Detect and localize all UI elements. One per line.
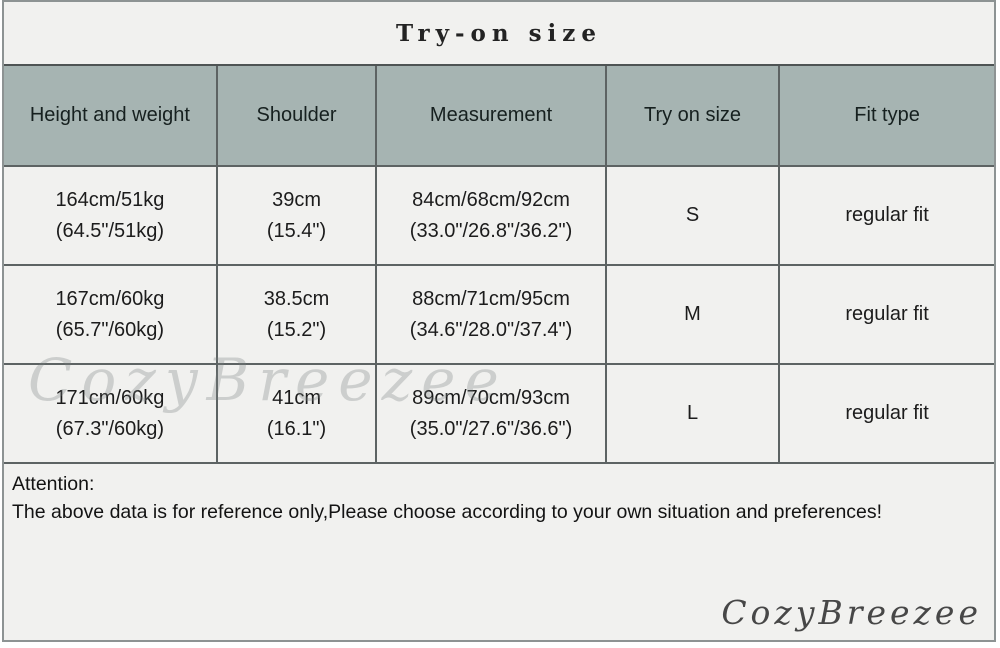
header-row: Height and weight Shoulder Measurement T… (4, 66, 994, 167)
cell-size: M (604, 264, 781, 365)
cell-size: S (604, 165, 781, 266)
cell-fit-type: regular fit (778, 165, 994, 266)
col-header-height-weight: Height and weight (4, 66, 218, 167)
col-header-shoulder: Shoulder (215, 66, 378, 167)
table-row-size-m: 167cm/60kg (65.7"/60kg) 38.5cm (15.2") 8… (4, 264, 994, 365)
cell-height-weight: 164cm/51kg (64.5"/51kg) (4, 165, 218, 266)
table-row-size-s: 164cm/51kg (64.5"/51kg) 39cm (15.4") 84c… (4, 165, 994, 266)
cell-height-weight: 171cm/60kg (67.3"/60kg) (4, 363, 218, 464)
attention-text: The above data is for reference only,Ple… (12, 500, 883, 523)
col-header-fit-type: Fit type (778, 66, 994, 167)
attention-label: Attention: (12, 473, 95, 495)
attention-note: Attention: The above data is for referen… (4, 464, 994, 640)
cell-measurement: 84cm/68cm/92cm (33.0"/26.8"/36.2") (375, 165, 607, 266)
cell-shoulder: 38.5cm (15.2") (215, 264, 378, 365)
chart-title: Try-on size (4, 2, 994, 66)
cell-fit-type: regular fit (778, 363, 994, 464)
cell-height-weight: 167cm/60kg (65.7"/60kg) (4, 264, 218, 365)
size-table: Height and weight Shoulder Measurement T… (4, 66, 994, 464)
cell-fit-type: regular fit (778, 264, 994, 365)
cell-measurement: 89cm/70cm/93cm (35.0"/27.6"/36.6") (375, 363, 607, 464)
cell-shoulder: 39cm (15.4") (215, 165, 378, 266)
col-header-measurement: Measurement (375, 66, 607, 167)
cell-measurement: 88cm/71cm/95cm (34.6"/28.0"/37.4") (375, 264, 607, 365)
col-header-try-on-size: Try on size (604, 66, 781, 167)
cell-size: L (604, 363, 781, 464)
table-row-size-l: 171cm/60kg (67.3"/60kg) 41cm (16.1") 89c… (4, 363, 994, 464)
cell-shoulder: 41cm (16.1") (215, 363, 378, 464)
